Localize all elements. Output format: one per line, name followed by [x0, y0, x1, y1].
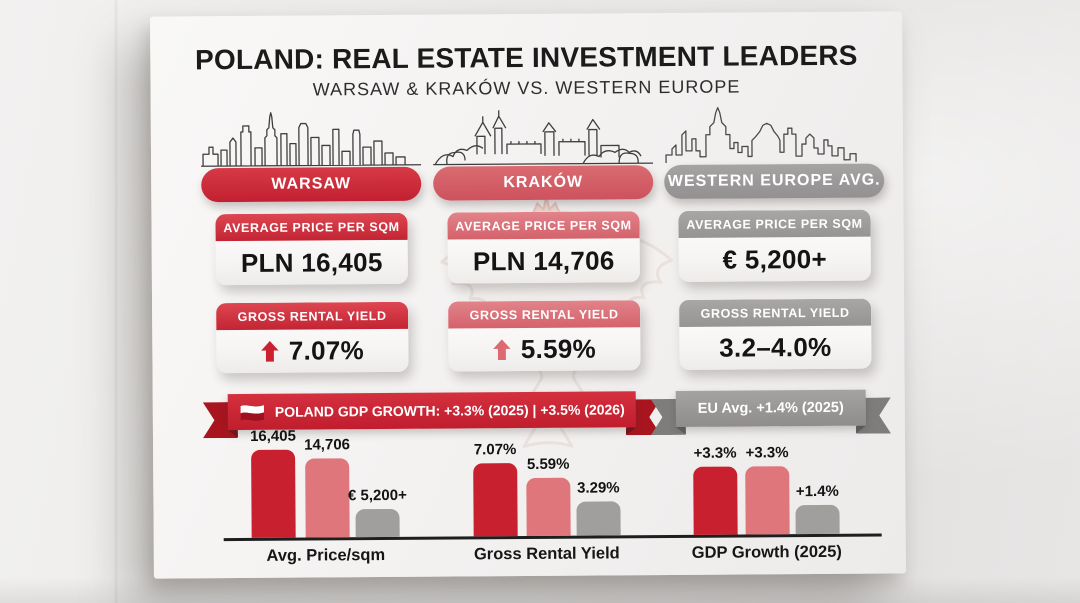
chart-bar-warsaw — [693, 466, 738, 535]
city-header-krakow: KRAKÓW — [433, 165, 654, 201]
yield-card-label: GROSS RENTAL YIELD — [679, 298, 872, 327]
arrow-up-icon — [261, 341, 279, 362]
wall-seam — [114, 0, 118, 603]
column-krakow: KRAKÓW AVERAGE PRICE PER SQM PLN 14,706 … — [433, 105, 655, 372]
bar-value-label: +1.4% — [795, 482, 839, 501]
krakow-skyline-icon — [433, 110, 654, 166]
price-card-value: PLN 16,405 — [240, 246, 383, 278]
yield-card-value: 3.2–4.0% — [719, 331, 832, 363]
chart-bar-krak-w — [745, 466, 790, 535]
comparison-bar-chart: 16,405 14,706 € 5,200+ Avg. Price/sqm 7.07% 5… — [223, 427, 889, 569]
bar-value-label: 7.07% — [473, 441, 517, 459]
yield-card-label: GROSS RENTAL YIELD — [216, 301, 409, 331]
yield-card-value: 7.07% — [288, 335, 365, 366]
price-card-label: AVERAGE PRICE PER SQM — [447, 211, 640, 240]
chart-category-label: Avg. Price/sqm — [266, 546, 386, 565]
price-card-value: PLN 14,706 — [472, 244, 615, 276]
chart-category-label: Gross Rental Yield — [473, 544, 620, 564]
krakow-price-card: AVERAGE PRICE PER SQM PLN 14,706 — [447, 211, 640, 284]
chart-category-label: GDP Growth (2025) — [691, 542, 842, 562]
chart-bar-western-europe-avg — [795, 504, 840, 535]
chart-bar-krak-w — [305, 458, 350, 538]
city-header-western-europe: WESTERN EUROPE AVG. — [664, 163, 885, 200]
warsaw-price-card: AVERAGE PRICE PER SQM PLN 16,405 — [215, 212, 408, 286]
chart-bar-western-europe-avg — [355, 508, 400, 538]
column-warsaw: WARSAW AVERAGE PRICE PER SQM PLN 16,405 … — [201, 107, 423, 374]
city-header-warsaw: WARSAW — [201, 166, 422, 203]
chart-bar-warsaw — [473, 463, 518, 537]
western-europe-yield-card: GROSS RENTAL YIELD 3.2–4.0% — [679, 298, 872, 370]
bar-value-label: 3.29% — [577, 479, 620, 497]
arrow-up-icon — [493, 339, 511, 361]
page-subtitle: WARSAW & KRAKÓW VS. WESTERN EUROPE — [312, 76, 741, 100]
poland-gdp-ribbon: POLAND GDP GROWTH: +3.3% (2025) | +3.5% … — [203, 391, 661, 440]
chart-bar-warsaw — [251, 449, 296, 538]
page-title: POLAND: REAL ESTATE INVESTMENT LEADERS — [194, 39, 858, 76]
warsaw-yield-card: GROSS RENTAL YIELD 7.07% — [216, 301, 409, 374]
bar-value-label: € 5,200+ — [347, 486, 407, 505]
bar-value-label: +3.3% — [745, 444, 789, 462]
bar-value-label: 14,706 — [304, 436, 351, 454]
poland-gdp-text: POLAND GDP GROWTH: +3.3% (2025) | +3.5% … — [274, 401, 625, 420]
bar-value-label: 5.59% — [526, 455, 570, 474]
poland-flag-icon — [240, 404, 265, 421]
yield-card-label: GROSS RENTAL YIELD — [448, 300, 641, 329]
wall-floor-shadow — [0, 577, 1080, 603]
column-western-europe: WESTERN EUROPE AVG. AVERAGE PRICE PER SQ… — [664, 104, 886, 371]
infographic-poster: POLAND: REAL ESTATE INVESTMENT LEADERS W… — [150, 11, 906, 579]
yield-card-value: 5.59% — [520, 333, 597, 365]
krakow-yield-card: GROSS RENTAL YIELD 5.59% — [448, 300, 641, 372]
bar-value-label: 16,405 — [249, 427, 296, 445]
western-europe-skyline-icon — [665, 107, 857, 164]
western-europe-price-card: AVERAGE PRICE PER SQM € 5,200+ — [678, 209, 871, 282]
price-card-value: € 5,200+ — [722, 243, 828, 275]
warsaw-skyline-icon — [201, 112, 422, 167]
eu-avg-text: EU Avg. +1.4% (2025) — [697, 399, 844, 417]
chart-bar-krak-w — [526, 477, 571, 537]
bar-value-label: +3.3% — [693, 444, 737, 462]
price-card-label: AVERAGE PRICE PER SQM — [215, 212, 408, 242]
chart-bar-western-europe-avg — [576, 501, 621, 536]
price-card-label: AVERAGE PRICE PER SQM — [678, 209, 871, 238]
